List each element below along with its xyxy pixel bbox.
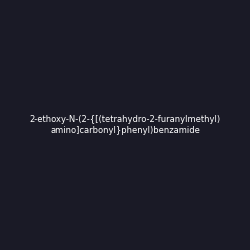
Text: 2-ethoxy-N-(2-{[(tetrahydro-2-furanylmethyl)
amino]carbonyl}phenyl)benzamide: 2-ethoxy-N-(2-{[(tetrahydro-2-furanylmet… [30,115,220,135]
